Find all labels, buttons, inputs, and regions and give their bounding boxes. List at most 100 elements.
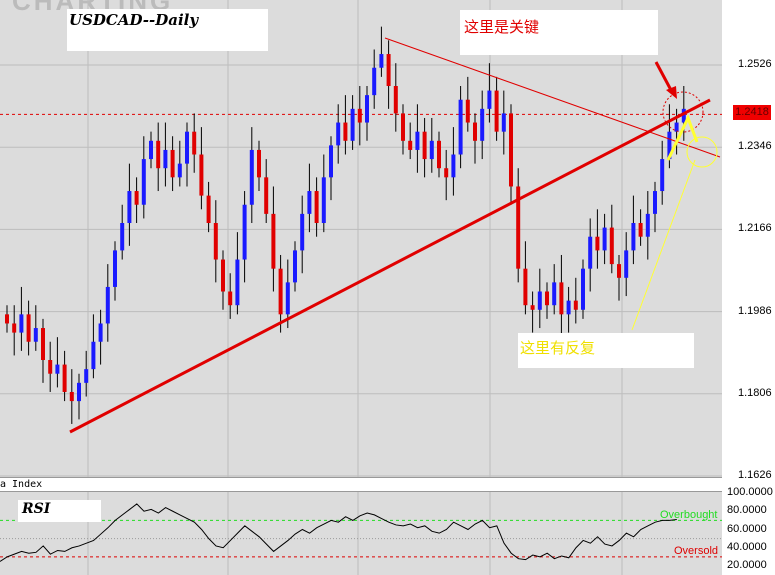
price-tick: 1.2346 [738,140,772,153]
repeat-annotation-box: 这里有反复 [518,333,694,368]
candle-body [458,99,463,155]
key-annotation: 这里是关键 [464,19,540,36]
candle-body [386,54,391,87]
candle-body [660,159,665,192]
oversold-label: Oversold [674,545,719,557]
candle-body [170,149,175,178]
candle-body [213,223,218,260]
price-chart[interactable]: CHARTING USDCAD--Daily 这里是关键 这里有反复 [0,0,722,477]
candle-body [681,108,686,123]
candle-body [566,300,571,315]
rsi-tick: 80.0000 [727,504,767,517]
rsi-label: RSI [22,501,51,517]
candle-body [156,140,161,169]
candle-body [465,99,470,123]
candle-body [307,191,312,214]
candle-body [235,259,240,306]
candle-body [55,364,60,374]
candle-body [530,305,535,310]
candle-body [206,195,211,224]
rsi-tick: 20.0000 [727,559,767,571]
index-strip: a Index [0,477,722,492]
candle-body [357,108,362,123]
candle-body [408,140,413,150]
candle-body [264,177,269,214]
rsi-tick: 60.0000 [727,522,767,535]
candle-body [638,223,643,237]
candle-body [141,159,146,205]
price-tick: 1.1626 [738,469,772,481]
candle-body [653,191,657,214]
price-tick: 1.2166 [738,222,772,235]
candle-body [5,314,9,324]
candle-body [98,323,103,342]
key-annotation-box: 这里是关键 [460,10,658,55]
candle-body [365,95,369,123]
candle-body [336,122,341,146]
candle-body [271,213,276,269]
candle-body [444,168,449,178]
rsi-tick: 100.0000 [727,486,773,498]
candle-body [185,131,189,164]
candle-body [69,391,74,402]
candle-body [422,131,427,160]
candle-body [300,213,305,251]
candle-body [113,250,117,287]
candle-body [293,250,297,283]
current-price-label: 1.2418 [733,105,771,120]
candle-body [228,291,233,306]
chart-title: USDCAD--Daily [69,11,199,29]
candle-body [350,108,355,141]
candle-body [134,191,139,205]
candle-body [573,300,578,310]
rsi-plot [0,492,722,575]
candle-body [617,264,621,278]
candle-body [559,282,564,315]
candle-body [127,191,132,224]
yellow-zigzag [666,114,699,161]
index-label: a Index [0,479,43,490]
candle-body [645,213,650,237]
candle-body [84,369,89,383]
resistance-trendline [384,37,721,158]
candle-body [321,177,326,224]
rsi-line [0,503,677,562]
candle-body [494,90,499,132]
candle-body [149,140,153,160]
candle-body [242,204,247,260]
candle-body [372,67,377,96]
candle-body [437,140,441,169]
repeat-annotation: 这里有反复 [520,340,596,357]
support-trendline [69,98,711,434]
candle-body [33,328,38,342]
candle-body [41,328,45,361]
candle-body [667,131,672,160]
candle-body [516,186,521,269]
candle-body [451,154,456,178]
candle-body [19,314,24,333]
price-plot [0,0,722,477]
candle-body [631,223,636,251]
candle-body [415,131,420,150]
candle-body [609,227,614,265]
candle-body [602,227,607,251]
candle-body [120,223,125,251]
rsi-panel[interactable]: RSI Overbought Oversold [0,492,722,575]
candle-body [221,259,225,292]
rsi-label-box: RSI [18,500,101,522]
price-tick: 1.2526 [738,58,772,70]
candle-body [552,282,557,306]
rsi-tick: 40.0000 [727,540,767,553]
yellow-circle [686,136,718,168]
red-arrowhead-icon [666,86,677,99]
candle-body [249,149,254,205]
candle-body [77,382,81,402]
candle-body [473,122,477,141]
candle-body [501,113,506,132]
overbought-label: Overbought [660,509,718,521]
red-circle [662,91,704,133]
candle-body [314,191,319,224]
candle-body [487,90,492,109]
candle-body [624,250,629,278]
yellow-pointer-line [631,159,696,331]
